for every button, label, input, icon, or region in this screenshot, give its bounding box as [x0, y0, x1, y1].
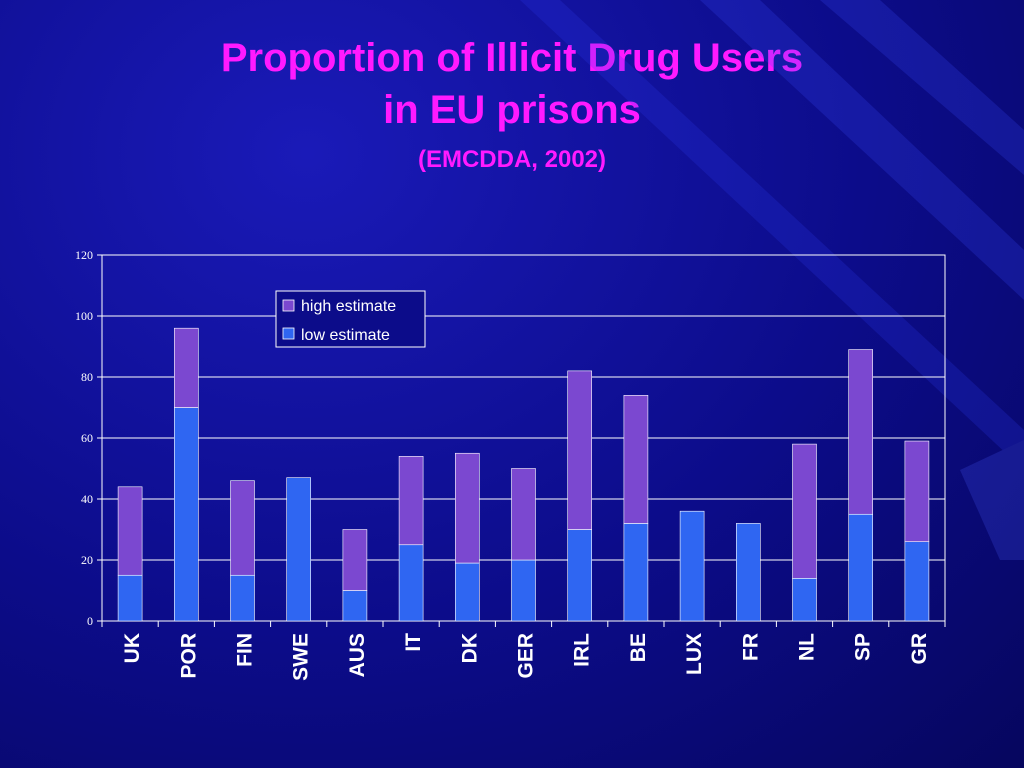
bar-high-aus: [342, 529, 368, 591]
x-tick-label-be: BE: [627, 633, 650, 662]
y-tick-label: 120: [75, 248, 93, 262]
legend-swatch-high: [282, 299, 295, 312]
x-tick-label-fin: FIN: [234, 633, 257, 667]
bar-low-fr: [735, 523, 761, 622]
legend-swatch-low: [282, 327, 295, 340]
bar-low-nl: [792, 577, 817, 622]
x-tick-label-uk: UK: [121, 633, 144, 663]
bar-high-it: [398, 455, 424, 546]
legend-label-low: low estimate: [301, 327, 390, 344]
slide-title-line2: in EU prisons: [383, 88, 641, 132]
legend-label-high: high estimate: [301, 298, 396, 315]
bar-low-ger: [511, 559, 536, 622]
y-tick-label: 60: [81, 431, 93, 445]
x-tick-label-it: IT: [402, 633, 425, 652]
bar-high-nl: [792, 443, 817, 579]
x-tick-label-dk: DK: [458, 633, 481, 663]
bar-low-it: [398, 544, 424, 622]
x-tick-label-nl: NL: [796, 633, 819, 661]
bar-low-uk: [117, 574, 143, 622]
bar-low-swe: [286, 477, 312, 622]
y-tick-label: 80: [81, 370, 93, 384]
bar-low-por: [174, 407, 199, 622]
bar-high-sp: [848, 349, 874, 515]
bar-high-dk: [454, 452, 480, 564]
y-tick-label: 100: [75, 309, 93, 323]
x-tick-label-por: POR: [177, 633, 200, 679]
legend: high estimate low estimate: [275, 290, 426, 348]
y-tick-label: 40: [81, 492, 93, 506]
bar-high-ger: [511, 468, 536, 561]
slide-title-line1: Proportion of Illicit Drug Users: [220, 36, 804, 80]
bar-low-be: [623, 523, 649, 622]
x-tick-label-fr: FR: [739, 633, 762, 661]
bar-low-gr: [904, 541, 930, 622]
bar-high-irl: [567, 370, 593, 530]
bar-low-aus: [342, 590, 368, 622]
x-tick-label-ger: GER: [515, 633, 538, 679]
x-tick-label-lux: LUX: [683, 633, 706, 675]
x-axis: UK POR FIN SWE AUS IT DK GER IRL BE LUX FR NL SP GR: [101, 621, 946, 681]
bar-high-gr: [904, 440, 930, 542]
bar-high-uk: [117, 486, 143, 576]
x-tick-label-sp: SP: [852, 633, 875, 661]
x-tick-label-gr: GR: [908, 633, 931, 665]
bar-high-fin: [230, 480, 255, 576]
legend-box: [275, 290, 426, 348]
y-tick-label: 0: [87, 614, 93, 628]
bar-low-fin: [230, 574, 255, 622]
y-tick-label: 20: [81, 553, 93, 567]
bar-high-por: [174, 327, 199, 408]
bar-low-irl: [567, 529, 593, 622]
background-rays: [520, 0, 1024, 560]
x-tick-label-irl: IRL: [571, 633, 594, 667]
bar-low-dk: [454, 562, 480, 622]
x-tick-label-swe: SWE: [290, 633, 313, 681]
bar-high-be: [623, 394, 649, 524]
bars-group: [117, 327, 930, 622]
slide-subtitle: (EMCDDA, 2002): [417, 146, 607, 173]
bar-low-lux: [679, 510, 705, 622]
y-axis: 0 20 40 60 80 100 120: [75, 248, 102, 628]
bar-low-sp: [848, 513, 874, 622]
x-tick-label-aus: AUS: [346, 633, 369, 677]
